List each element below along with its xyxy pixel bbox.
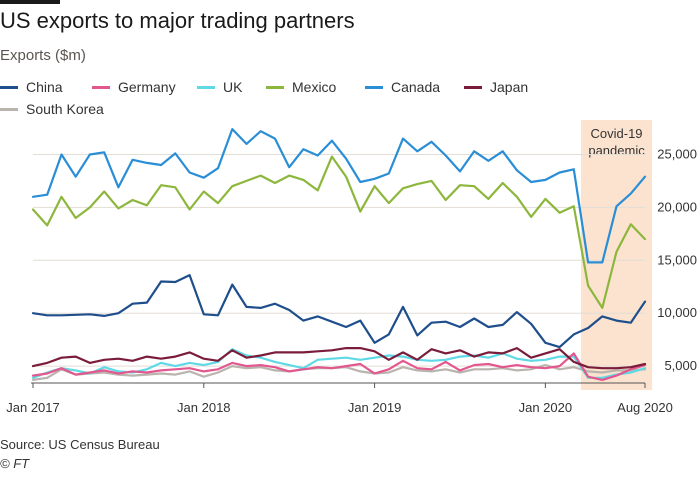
- legend-label: Germany: [118, 79, 176, 95]
- x-tick-label: Jan 2017: [6, 400, 60, 415]
- legend-swatch: [266, 86, 284, 89]
- brand-bar: [0, 0, 60, 4]
- legend-swatch: [365, 86, 383, 89]
- series-line-mexico: [31, 155, 647, 309]
- y-tick-label: 15,000: [657, 252, 697, 267]
- y-tick-label: 5,000: [664, 358, 697, 373]
- legend-label: Canada: [391, 79, 441, 95]
- x-tick-label: Jan 2018: [177, 400, 231, 415]
- legend-swatch: [464, 86, 482, 89]
- legend-swatch: [0, 86, 18, 89]
- legend-swatch: [197, 86, 215, 89]
- chart-title: US exports to major trading partners: [0, 8, 355, 33]
- series-line-japan: [31, 347, 647, 370]
- covid-annotation-label: Covid-19: [591, 126, 643, 141]
- legend-label: Mexico: [292, 79, 337, 95]
- legend-label: South Korea: [26, 101, 104, 117]
- series-line-germany: [31, 352, 647, 381]
- series-line-canada: [31, 128, 647, 264]
- legend-label: UK: [223, 79, 243, 95]
- x-tick-label: Jan 2020: [519, 400, 573, 415]
- y-tick-label: 10,000: [657, 305, 697, 320]
- x-tick-label: Aug 2020: [617, 400, 673, 415]
- series-line-china: [31, 274, 647, 349]
- covid-annotation-label: pandemic: [588, 143, 645, 158]
- legend-label: Japan: [490, 79, 529, 95]
- chart-subtitle: Exports ($m): [0, 47, 86, 64]
- y-tick-label: 25,000: [657, 146, 697, 161]
- legend-swatch: [0, 108, 18, 111]
- x-tick-label: Jan 2019: [348, 400, 402, 415]
- legend-swatch: [92, 86, 110, 89]
- credit-note: © FT: [0, 456, 30, 471]
- legend-label: China: [26, 79, 63, 95]
- y-tick-label: 20,000: [657, 199, 697, 214]
- source-note: Source: US Census Bureau: [0, 437, 160, 452]
